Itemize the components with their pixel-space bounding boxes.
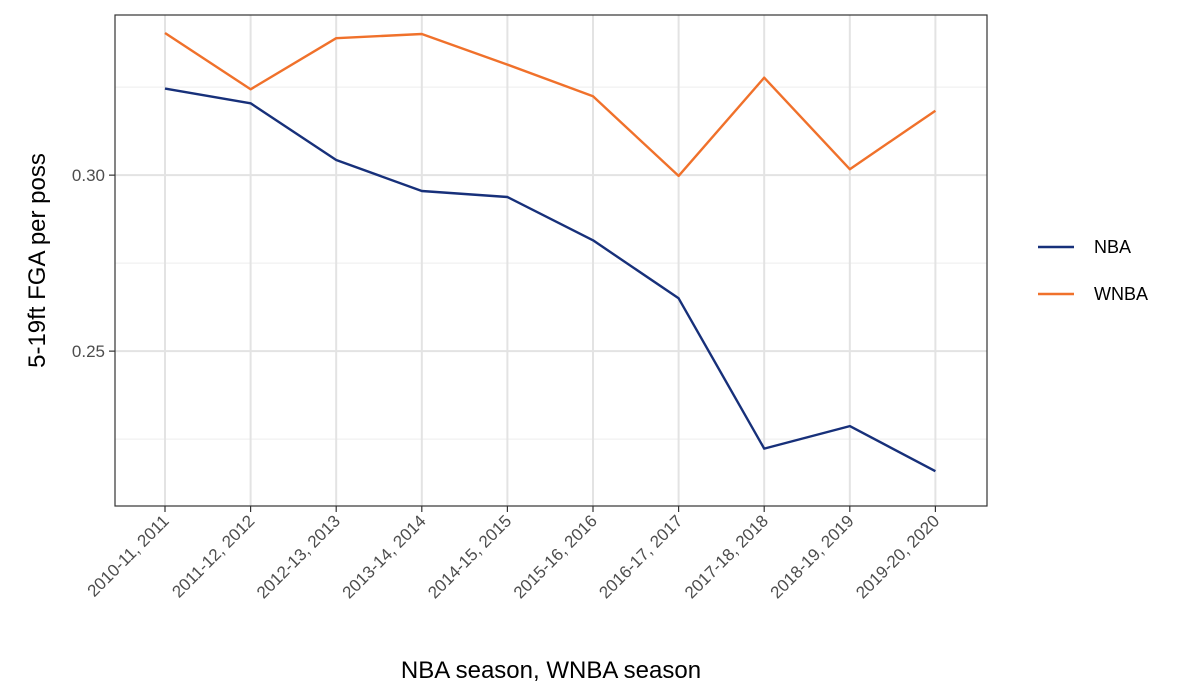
x-axis-title: NBA season, WNBA season — [401, 657, 701, 684]
plot-panel-border — [114, 14, 988, 507]
series-line-wnba — [164, 31, 937, 178]
legend-label-nba: NBA — [1094, 237, 1131, 257]
series-line-nba — [164, 87, 936, 473]
legend: NBA WNBA — [1038, 237, 1148, 304]
legend-label-wnba: WNBA — [1094, 284, 1148, 304]
y-tick-label: 0.25 — [72, 342, 105, 361]
series-lines — [164, 31, 937, 473]
y-axis-title: 5-19ft FGA per poss — [24, 153, 51, 368]
gridlines — [115, 15, 987, 506]
y-tick-label: 0.30 — [72, 166, 105, 185]
